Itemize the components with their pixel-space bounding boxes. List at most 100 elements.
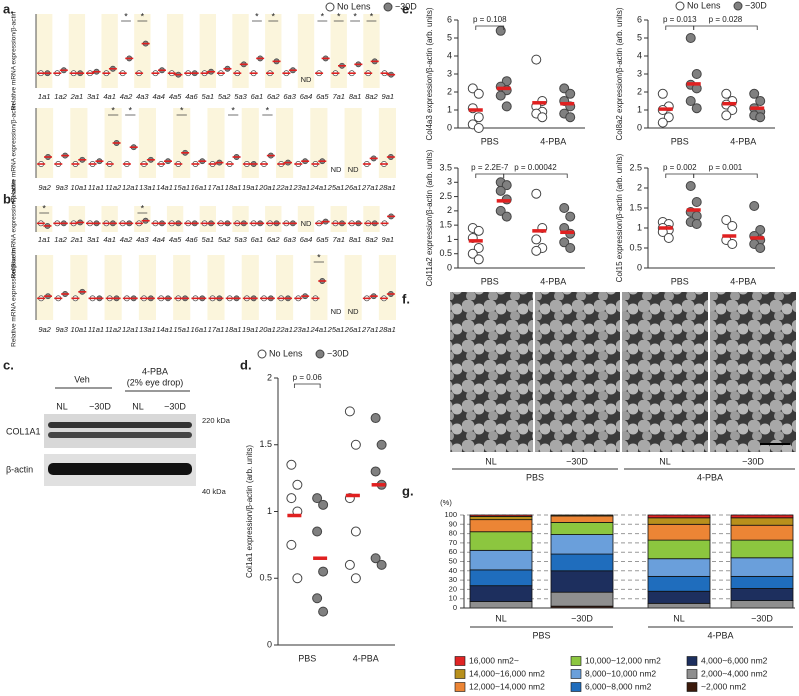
blot-band — [48, 432, 192, 438]
x-tick-label: 9a1 — [382, 92, 395, 101]
x-tick-label: 12a1 — [122, 183, 139, 192]
bar-segment — [550, 522, 614, 535]
bar-segment — [550, 514, 614, 517]
x-tick-label: 10a1 — [71, 183, 88, 192]
x-tick-label: 26a1 — [344, 325, 362, 334]
x-tick-label: 11a2 — [105, 325, 122, 334]
y-axis-label: Col8a2 expression/β-actin (arb. units) — [615, 7, 624, 140]
data-point — [370, 413, 381, 424]
x-tick-label: 6a3 — [283, 235, 296, 244]
category-band — [166, 14, 184, 88]
x-tick-label: 9a3 — [55, 325, 68, 334]
data-point — [531, 54, 542, 65]
bar-segment — [647, 539, 711, 560]
legend-label: 16,000 nm2~ — [469, 655, 519, 665]
data-point — [350, 439, 361, 450]
y-axis-label: Col4a3 expression/β-actin (arb. units) — [425, 7, 434, 140]
significance-marker: * — [266, 105, 270, 115]
micrograph — [535, 292, 620, 452]
category-band — [199, 206, 216, 232]
x-tick-label: 17a1 — [208, 183, 225, 192]
data-point — [495, 205, 506, 216]
y-tick-label: 2 — [637, 86, 642, 96]
category-band — [36, 14, 53, 88]
marker-label: 220 kDa — [202, 416, 231, 425]
annotation: p = 2.2E-7 — [471, 163, 509, 172]
blot-membrane — [44, 414, 196, 448]
micrograph-label: −30D — [742, 456, 764, 466]
x-tick-label: 4a3 — [136, 92, 149, 101]
y-tick-label: 60 — [449, 547, 457, 556]
y-tick-label: 3 — [447, 177, 452, 187]
y-axis-label: Relative mRNA expression/β-actin — [11, 11, 18, 110]
category-band — [330, 14, 347, 88]
y-tick-label: 50 — [449, 556, 457, 565]
x-tick-label: 20a1 — [258, 325, 276, 334]
data-point — [495, 185, 506, 196]
significance-marker: * — [321, 11, 325, 21]
y-tick-label: 1.5 — [259, 439, 272, 449]
x-tick-label: 1a1 — [38, 235, 51, 244]
legend-label: 10,000~12,000 nm2 — [585, 655, 661, 665]
category-band — [297, 206, 315, 232]
significance-marker: * — [124, 11, 128, 21]
x-tick-label: 9a3 — [55, 183, 68, 192]
x-tick-label: 26a1 — [344, 183, 362, 192]
x-tick-label: PBS — [481, 276, 499, 286]
data-point — [755, 96, 766, 106]
data-point — [376, 439, 387, 450]
data-point — [685, 33, 696, 43]
y-tick-label: 3 — [637, 68, 642, 78]
bar-segment — [469, 601, 533, 609]
x-tick-label: 5a1 — [202, 92, 215, 101]
x-tick-label: 4a6 — [185, 235, 198, 244]
y-tick-label: 1 — [637, 222, 642, 232]
data-point — [749, 201, 760, 211]
legend-marker — [733, 1, 743, 11]
data-point — [292, 573, 303, 584]
x-tick-label: 4-PBA — [353, 653, 379, 663]
category-band — [310, 108, 328, 178]
category-band — [310, 255, 328, 320]
data-point — [318, 499, 329, 510]
legend-label: No Lens — [269, 348, 303, 358]
x-tick-label: PBS — [298, 653, 316, 663]
x-tick-label: −30D — [751, 613, 773, 623]
category-band — [276, 255, 294, 320]
category-band — [232, 14, 249, 88]
legend-marker — [257, 349, 267, 359]
y-tick-label: 100 — [444, 510, 457, 519]
category-band — [199, 14, 216, 88]
data-point — [691, 103, 702, 114]
data-point — [312, 593, 323, 604]
x-tick-label: 20a1 — [258, 183, 276, 192]
group-label: PBS — [532, 630, 550, 640]
legend-marker — [315, 349, 325, 359]
data-point — [721, 110, 732, 121]
lane-label: NL — [132, 401, 144, 411]
data-point — [531, 245, 542, 256]
legend-label: 4,000~6,000 nm2 — [701, 655, 768, 665]
band-label: β-actin — [6, 464, 33, 474]
blot-group: Veh — [74, 374, 90, 384]
category-band — [104, 255, 122, 320]
x-tick-label: PBS — [671, 136, 689, 146]
bar-segment — [730, 524, 794, 541]
x-tick-label: 11a1 — [88, 183, 104, 192]
x-tick-label: 24a1 — [310, 183, 328, 192]
data-point — [727, 239, 738, 249]
y-tick-label: 5 — [637, 32, 642, 42]
blot-band — [48, 463, 192, 475]
x-tick-label: 11a1 — [88, 325, 104, 334]
data-point — [312, 526, 323, 537]
category-band — [265, 206, 282, 232]
x-tick-label: NL — [495, 613, 507, 623]
bar-segment — [550, 553, 614, 572]
x-tick-label: 4a4 — [152, 92, 165, 101]
y-axis-label: Relative mRNA expression/β-actin — [11, 103, 18, 202]
x-tick-label: 4a1 — [103, 235, 116, 244]
x-tick-label: 4a6 — [185, 92, 198, 101]
data-point — [350, 526, 361, 537]
bar-segment — [730, 600, 794, 609]
